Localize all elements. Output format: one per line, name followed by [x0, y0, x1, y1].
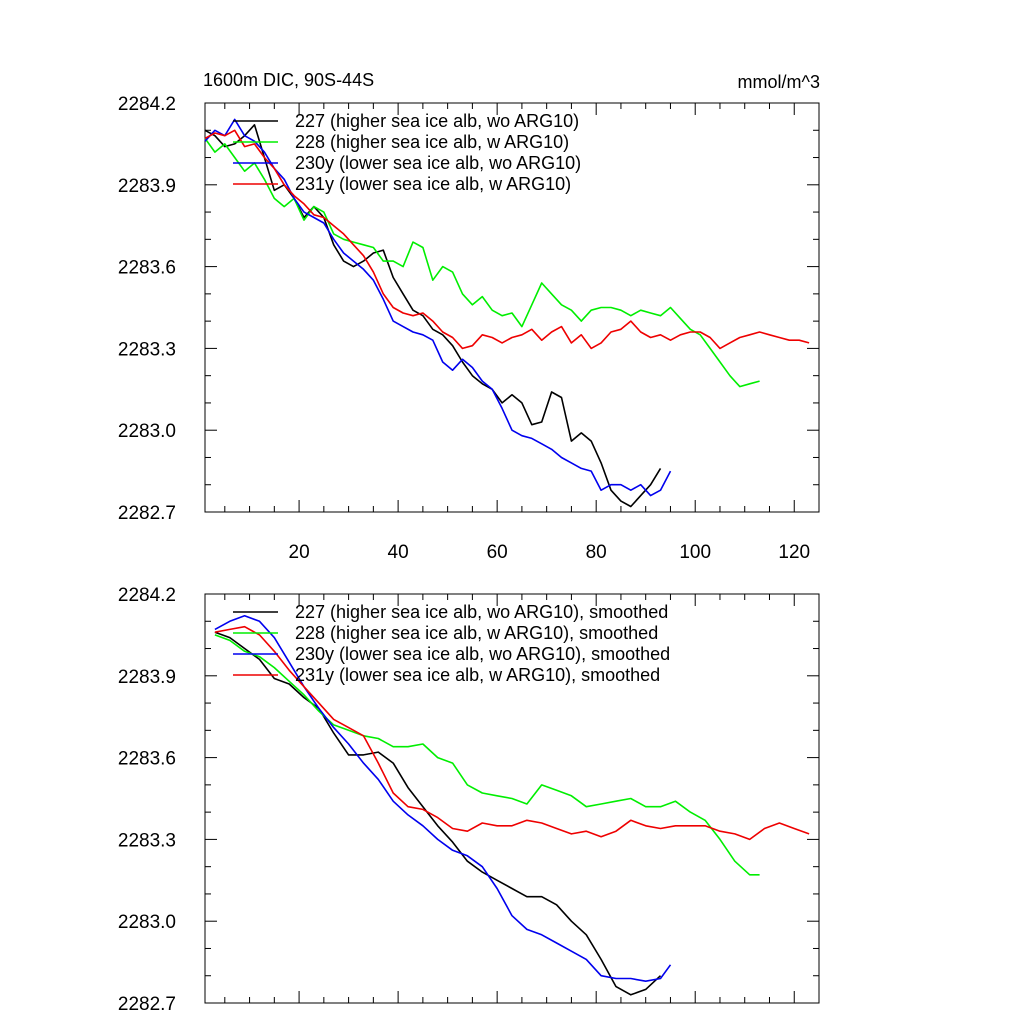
units-label: mmol/m^3 [738, 72, 820, 92]
y-tick-label: 2283.0 [118, 421, 176, 442]
y-tick-label: 2283.6 [118, 258, 176, 279]
y-tick-label: 2284.2 [118, 585, 176, 606]
y-tick-label: 2283.0 [118, 912, 176, 933]
chart-title: 1600m DIC, 90S-44S [203, 70, 374, 90]
x-tick-labels-top: 20 40 60 80 100 120 [289, 542, 811, 563]
x-tick-label: 40 [388, 542, 409, 563]
y-tick-labels-top: 2282.7 2283.0 2283.3 2283.6 2283.9 2284.2 [118, 94, 176, 524]
panel-top: 1600m DIC, 90S-44S mmol/m^3 2282.7 2283.0… [118, 70, 820, 563]
y-tick-label: 2282.7 [118, 503, 176, 524]
legend-label: 231y (lower sea ice alb, w ARG10), smoot… [295, 665, 660, 685]
x-tick-label: 20 [289, 542, 310, 563]
legend-label: 228 (higher sea ice alb, w ARG10) [295, 132, 569, 152]
legend-label: 230y (lower sea ice alb, wo ARG10), smoo… [295, 644, 670, 664]
panel-bottom: 2282.7 2283.0 2283.3 2283.6 2283.9 2284.2 227… [118, 585, 819, 1015]
y-tick-label: 2283.3 [118, 830, 176, 851]
legend-label: 231y (lower sea ice alb, w ARG10) [295, 174, 571, 194]
y-tick-label: 2283.6 [118, 749, 176, 770]
y-tick-label: 2283.9 [118, 667, 176, 688]
legend-bottom: 227 (higher sea ice alb, wo ARG10), smoo… [233, 602, 670, 685]
legend-label: 230y (lower sea ice alb, wo ARG10) [295, 153, 581, 173]
x-tick-label: 100 [679, 542, 711, 563]
x-tick-label: 60 [487, 542, 508, 563]
legend-label: 228 (higher sea ice alb, w ARG10), smoot… [295, 623, 658, 643]
y-tick-label: 2284.2 [118, 94, 176, 115]
x-tick-label: 120 [778, 542, 810, 563]
y-tick-labels-bottom: 2282.7 2283.0 2283.3 2283.6 2283.9 2284.2 [118, 585, 176, 1015]
y-tick-label: 2283.3 [118, 339, 176, 360]
legend-label: 227 (higher sea ice alb, wo ARG10) [295, 111, 579, 131]
y-tick-label: 2282.7 [118, 994, 176, 1015]
series-line-bottom-0 [215, 632, 661, 995]
x-tick-label: 80 [586, 542, 607, 563]
y-tick-label: 2283.9 [118, 176, 176, 197]
legend-label: 227 (higher sea ice alb, wo ARG10), smoo… [295, 602, 668, 622]
